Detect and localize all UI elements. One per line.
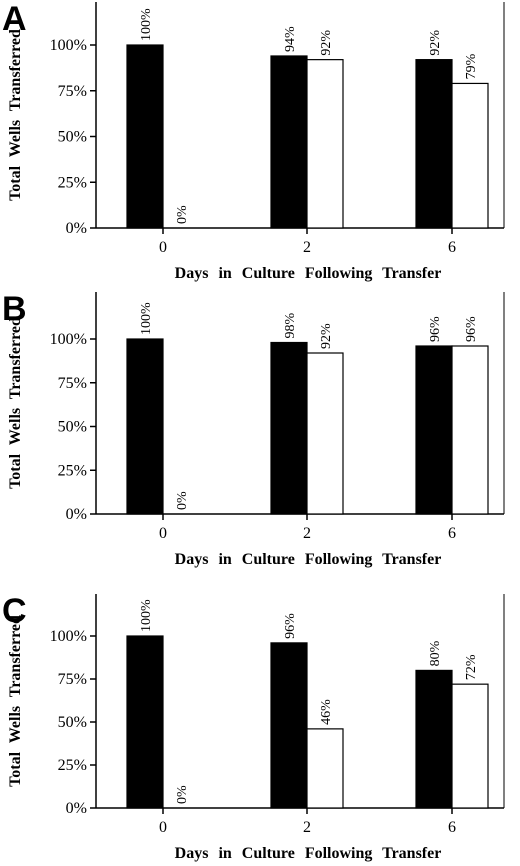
y-tick-label: 25% [58,174,87,191]
panel-letter: C [2,592,27,630]
x-tick-label: 2 [303,525,311,542]
data-label: 94% [283,26,298,52]
y-tick-label: 50% [58,129,87,146]
y-tick-label: 75% [58,83,87,100]
data-label: 98% [283,313,298,339]
y-tick-label: 100% [50,628,87,645]
data-label: 92% [319,30,334,56]
bar-series-1 [270,341,308,515]
data-label: 96% [428,316,443,342]
data-label: 100% [139,302,154,335]
y-axis-label: Total Wells Transferred [7,615,24,787]
x-tick-label: 2 [303,819,311,836]
y-tick-label: 75% [58,375,87,392]
y-tick-label: 25% [58,462,87,479]
x-tick-label: 6 [448,525,456,542]
data-label: 0% [175,491,190,510]
panel-letter: A [2,0,27,38]
x-tick-label: 2 [303,239,311,256]
chart-panel-a: A 0% 25% 50% 75% 100% 0 100% 0% 2 94% 92% 6 92% 79% Day… [2,0,505,282]
data-label: 79% [464,53,479,79]
bar-series-1 [415,59,453,229]
y-tick-label: 50% [58,714,87,731]
y-tick-label: 100% [50,331,87,348]
data-label: 0% [175,785,190,804]
y-axis-label: Total Wells Transferred [7,317,24,489]
data-label: 80% [428,640,443,666]
data-label: 92% [319,323,334,349]
x-tick-label: 0 [159,819,167,836]
bar-series-1 [270,55,308,229]
data-label: 96% [283,613,298,639]
bar-series-2 [306,728,344,809]
x-tick-label: 0 [159,525,167,542]
chart-panel-b: B 0% 25% 50% 75% 100% 0 100% 0% 2 98% 92% 6 96% 96% Day… [2,290,505,568]
bar-series-1 [126,338,164,515]
data-label: 72% [464,654,479,680]
bar-series-2 [451,82,489,229]
bar-series-1 [415,669,453,809]
y-tick-label: 0% [66,506,87,523]
y-tick-label: 0% [66,220,87,237]
data-label: 92% [428,30,443,56]
y-axis-label: Total Wells Transferred [7,29,24,201]
data-label: 96% [464,316,479,342]
bar-series-1 [270,642,308,809]
bar-series-2 [306,352,344,515]
x-tick-label: 0 [159,239,167,256]
bar-series-1 [415,345,453,515]
x-tick-label: 6 [448,239,456,256]
bar-series-1 [126,635,164,809]
bar-series-2 [451,345,489,515]
x-axis-label: Days in Culture Following Transfer [175,845,442,862]
data-label: 46% [319,699,334,725]
x-tick-label: 6 [448,819,456,836]
x-axis-label: Days in Culture Following Transfer [175,551,442,568]
panel-letter: B [2,290,27,328]
y-tick-label: 100% [50,37,87,54]
x-axis-label: Days in Culture Following Transfer [175,265,442,282]
y-tick-label: 25% [58,757,87,774]
data-label: 100% [139,8,154,41]
y-tick-label: 0% [66,800,87,817]
y-tick-label: 75% [58,671,87,688]
bar-series-2 [306,59,344,229]
bar-series-2 [451,683,489,809]
data-label: 100% [139,599,154,632]
bar-series-1 [126,44,164,229]
data-label: 0% [175,205,190,224]
chart-panel-c: C 0% 25% 50% 75% 100% 0 100% 0% 2 96% 46% 6 80% 72% Day… [2,592,505,862]
y-tick-label: 50% [58,419,87,436]
